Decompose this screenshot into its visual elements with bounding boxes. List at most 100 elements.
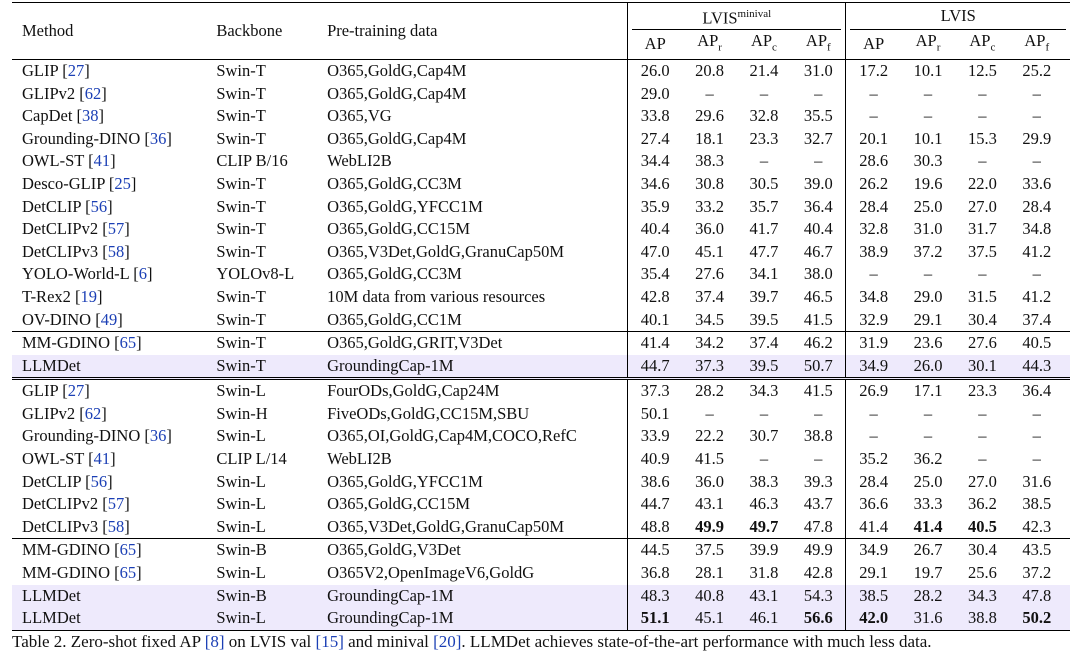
- citation-link[interactable]: 36: [149, 426, 167, 446]
- cell-value: 30.4: [967, 540, 997, 560]
- cell-value: 36.8: [627, 562, 683, 585]
- caption-ref-15[interactable]: [15]: [315, 632, 344, 651]
- citation-link[interactable]: 57: [107, 494, 125, 514]
- table-row: LLMDet Swin-T GroundingCap-1M 44.7 37.3 39.5 5…: [12, 354, 1070, 379]
- citation-link[interactable]: 49: [100, 309, 118, 329]
- cell-backbone: Swin-H: [216, 403, 268, 423]
- cell-value: 30.3: [913, 151, 943, 171]
- cell-backbone: Swin-T: [216, 219, 266, 239]
- cell-value: 42.8: [803, 563, 833, 583]
- cell-value: 29.1: [913, 309, 943, 329]
- citation-link[interactable]: 27: [67, 60, 85, 80]
- cell-value: 28.4: [845, 470, 901, 494]
- cell-value: –: [923, 403, 933, 423]
- cell-value: 34.3: [749, 381, 779, 401]
- cell-value: 31.5: [967, 286, 997, 306]
- citation-link[interactable]: 65: [119, 540, 137, 560]
- cell-value: –: [923, 426, 933, 446]
- cell-value: 36.2: [967, 494, 997, 514]
- citation-link[interactable]: 58: [107, 241, 125, 261]
- cell-value: –: [923, 106, 933, 126]
- table-row: MM-GDINO [65] Swin-B O365,GoldG,V3Det 44.5 3…: [12, 538, 1070, 563]
- cell-value: 31.6: [900, 607, 956, 631]
- cell-backbone: Swin-T: [216, 83, 266, 103]
- cell-value: 43.1: [695, 494, 725, 514]
- cell-value: 41.4: [627, 331, 683, 355]
- cell-value: 33.8: [627, 105, 683, 128]
- cell-pretraining-data: WebLI2B: [327, 151, 392, 171]
- table-row: MM-GDINO [65] Swin-L O365V2,OpenImageV6,Go…: [12, 562, 1070, 585]
- table-row: OWL-ST [41] CLIP L/14 WebLI2B 40.9 41.5 – – 35.…: [12, 448, 1070, 471]
- cell-value: 41.7: [749, 219, 779, 239]
- cell-value: 50.7: [791, 354, 846, 379]
- table-row: DetCLIP [56] Swin-L O365,GoldG,YFCC1M 38.6 3…: [12, 470, 1070, 494]
- citation-link[interactable]: 57: [107, 219, 125, 239]
- cell-value: –: [1032, 426, 1041, 446]
- cell-value: 46.1: [736, 607, 792, 631]
- table-row: GLIP [27] Swin-T O365,GoldG,Cap4M 26.0 20.8 2…: [12, 59, 1070, 83]
- table-row: Grounding-DINO [36] Swin-L O365,OI,GoldG,C…: [12, 425, 1070, 449]
- cell-pretraining-data: O365,GoldG,CC3M: [327, 173, 462, 193]
- cell-value: 28.6: [845, 150, 901, 173]
- citation-link[interactable]: 56: [90, 471, 108, 491]
- citation-link[interactable]: 6: [138, 264, 147, 284]
- citation-link[interactable]: 36: [149, 128, 167, 148]
- citation-link[interactable]: 58: [107, 516, 125, 536]
- cell-pretraining-data: O365V2,OpenImageV6,GoldG: [327, 563, 535, 583]
- citation-link[interactable]: 62: [84, 83, 102, 103]
- citation-link[interactable]: 41: [93, 151, 111, 171]
- citation-link[interactable]: 38: [82, 106, 99, 126]
- cell-value: 28.1: [695, 563, 725, 583]
- cell-value: 37.4: [1022, 309, 1052, 329]
- citation-link[interactable]: 27: [67, 381, 85, 401]
- table-row: DetCLIPv2 [57] Swin-L O365,GoldG,CC15M 44.7…: [12, 493, 1070, 516]
- cell-value: 31.0: [913, 219, 943, 239]
- cell-value: –: [814, 403, 823, 423]
- cell-backbone: Swin-T: [216, 60, 266, 80]
- cell-pretraining-data: FiveODs,GoldG,CC15M,SBU: [327, 403, 530, 423]
- cell-value: 29.6: [695, 106, 725, 126]
- cell-backbone: YOLOv8-L: [216, 264, 295, 284]
- cell-value: 25.6: [967, 563, 997, 583]
- cell-value: 29.0: [627, 82, 683, 106]
- cell-value: 51.1: [627, 607, 683, 631]
- table-row: GLIPv2 [62] Swin-T O365,GoldG,Cap4M 29.0 – – –…: [12, 82, 1070, 106]
- citation-link[interactable]: 65: [119, 563, 137, 583]
- cell-value: 36.2: [913, 449, 943, 469]
- table-row: YOLO-World-L [6] YOLOv8-L O365,GoldG,CC3M 3…: [12, 263, 1070, 286]
- cell-backbone: Swin-B: [216, 584, 328, 608]
- caption-ref-8[interactable]: [8]: [204, 632, 225, 651]
- citation-link[interactable]: 62: [84, 403, 102, 423]
- table-row: DetCLIPv3 [58] Swin-T O365,V3Det,GoldG,Gra…: [12, 240, 1070, 264]
- cell-value: –: [845, 263, 901, 286]
- table-row: LLMDet Swin-B GroundingCap-1M 48.3 40.8 43.1 5…: [12, 584, 1070, 608]
- caption-ref-20[interactable]: [20]: [433, 632, 462, 651]
- citation-link[interactable]: 25: [114, 173, 131, 193]
- citation-link[interactable]: 41: [93, 449, 111, 469]
- cell-pretraining-data: O365,GoldG,Cap4M: [327, 83, 467, 103]
- cell-backbone: Swin-L: [216, 607, 328, 631]
- table-row: CapDet [38] Swin-T O365,VG 33.8 29.6 32.8 35.5…: [12, 105, 1070, 128]
- cell-method: CapDet [38]: [22, 106, 105, 126]
- table-row: LLMDet Swin-L GroundingCap-1M 51.1 45.1 46.1 5…: [12, 607, 1070, 631]
- cell-value: 27.4: [627, 127, 683, 151]
- cell-value: 36.6: [845, 493, 901, 516]
- cell-method: MM-GDINO [65]: [22, 563, 142, 583]
- cell-value: 31.0: [803, 60, 833, 80]
- cell-value: 35.9: [627, 195, 683, 219]
- table-row: GLIPv2 [62] Swin-H FiveODs,GoldG,CC15M,SBU…: [12, 402, 1070, 426]
- cell-value: 26.0: [627, 59, 683, 83]
- cell-value: 37.4: [749, 333, 779, 353]
- cell-value: 34.3: [955, 584, 1010, 608]
- cell-value: 40.1: [627, 308, 683, 332]
- citation-link[interactable]: 65: [119, 333, 137, 353]
- cell-value: 34.1: [749, 264, 779, 284]
- citation-link[interactable]: 19: [80, 286, 98, 306]
- cell-value: 39.5: [736, 354, 792, 379]
- cell-value: 41.4: [845, 515, 901, 539]
- cell-backbone: Swin-T: [216, 106, 266, 126]
- citation-link[interactable]: 56: [90, 196, 108, 216]
- cell-value: 23.6: [913, 333, 943, 353]
- cell-value: 25.0: [913, 196, 943, 216]
- cell-value: 47.8: [803, 516, 833, 536]
